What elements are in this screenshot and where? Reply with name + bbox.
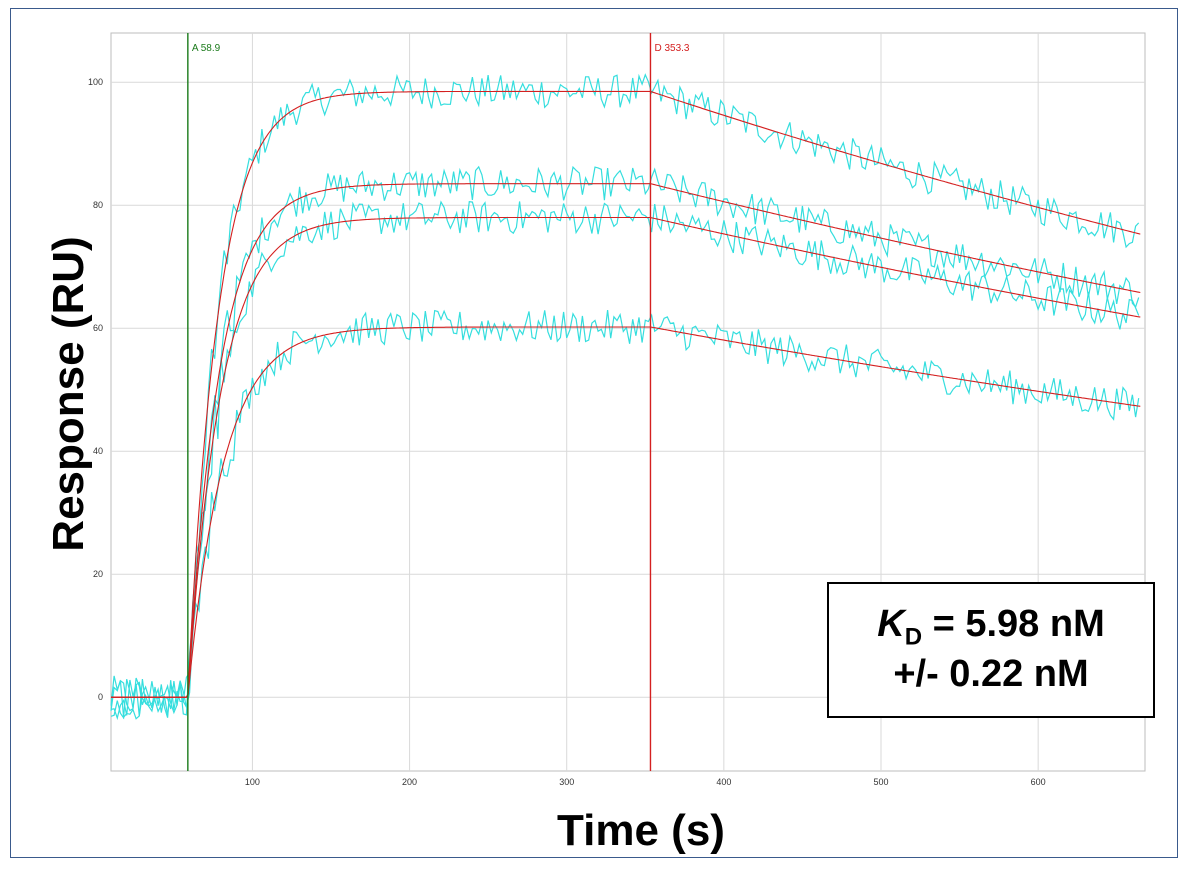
x-tick-label: 300 — [559, 777, 574, 787]
kd-symbol: K — [877, 603, 905, 645]
sensorgram-trace — [110, 200, 1140, 720]
x-tick-label: 600 — [1031, 777, 1046, 787]
kd-value: = 5.98 nM — [922, 603, 1105, 645]
phase-markers: A 58.9 D 353.3 — [187, 33, 690, 771]
y-tick-label: 60 — [93, 323, 103, 333]
fit-curve — [111, 183, 1141, 698]
x-tick-label: 500 — [873, 777, 888, 787]
y-tick-label: 40 — [93, 446, 103, 456]
x-axis-title: Time (s) — [557, 806, 725, 855]
phase-marker-label: A 58.9 — [192, 43, 221, 54]
fit-curve — [111, 90, 1141, 698]
figure-frame: 100 200 300 400 500 600 0 20 40 60 80 100 A 58.9 D 3… — [10, 8, 1178, 858]
fit-curve — [111, 216, 1141, 698]
y-tick-label: 80 — [93, 200, 103, 210]
kd-line-1: KD = 5.98 nM — [877, 602, 1105, 652]
x-tick-label: 200 — [402, 777, 417, 787]
y-tick-label: 20 — [93, 569, 103, 579]
x-tick-label: 400 — [716, 777, 731, 787]
x-tick-label: 100 — [245, 777, 260, 787]
kd-subscript: D — [904, 623, 923, 651]
y-tick-label: 0 — [98, 692, 103, 702]
y-axis-title: Response (RU) — [44, 236, 93, 552]
sensorgram-trace — [110, 309, 1140, 720]
kd-error: +/- 0.22 nM — [893, 653, 1089, 696]
fit-curve — [111, 326, 1141, 698]
sensorgram-trace — [110, 73, 1140, 716]
fit-curves — [111, 90, 1141, 698]
axis-ticks: 100 200 300 400 500 600 0 20 40 60 80 100 — [88, 77, 1046, 787]
kd-annotation-box: KD = 5.98 nM +/- 0.22 nM — [827, 582, 1155, 718]
sensorgram-plot: 100 200 300 400 500 600 0 20 40 60 80 100 A 58.9 D 3… — [88, 32, 1146, 787]
phase-marker-label: D 353.3 — [654, 43, 689, 54]
y-tick-label: 100 — [88, 77, 103, 87]
